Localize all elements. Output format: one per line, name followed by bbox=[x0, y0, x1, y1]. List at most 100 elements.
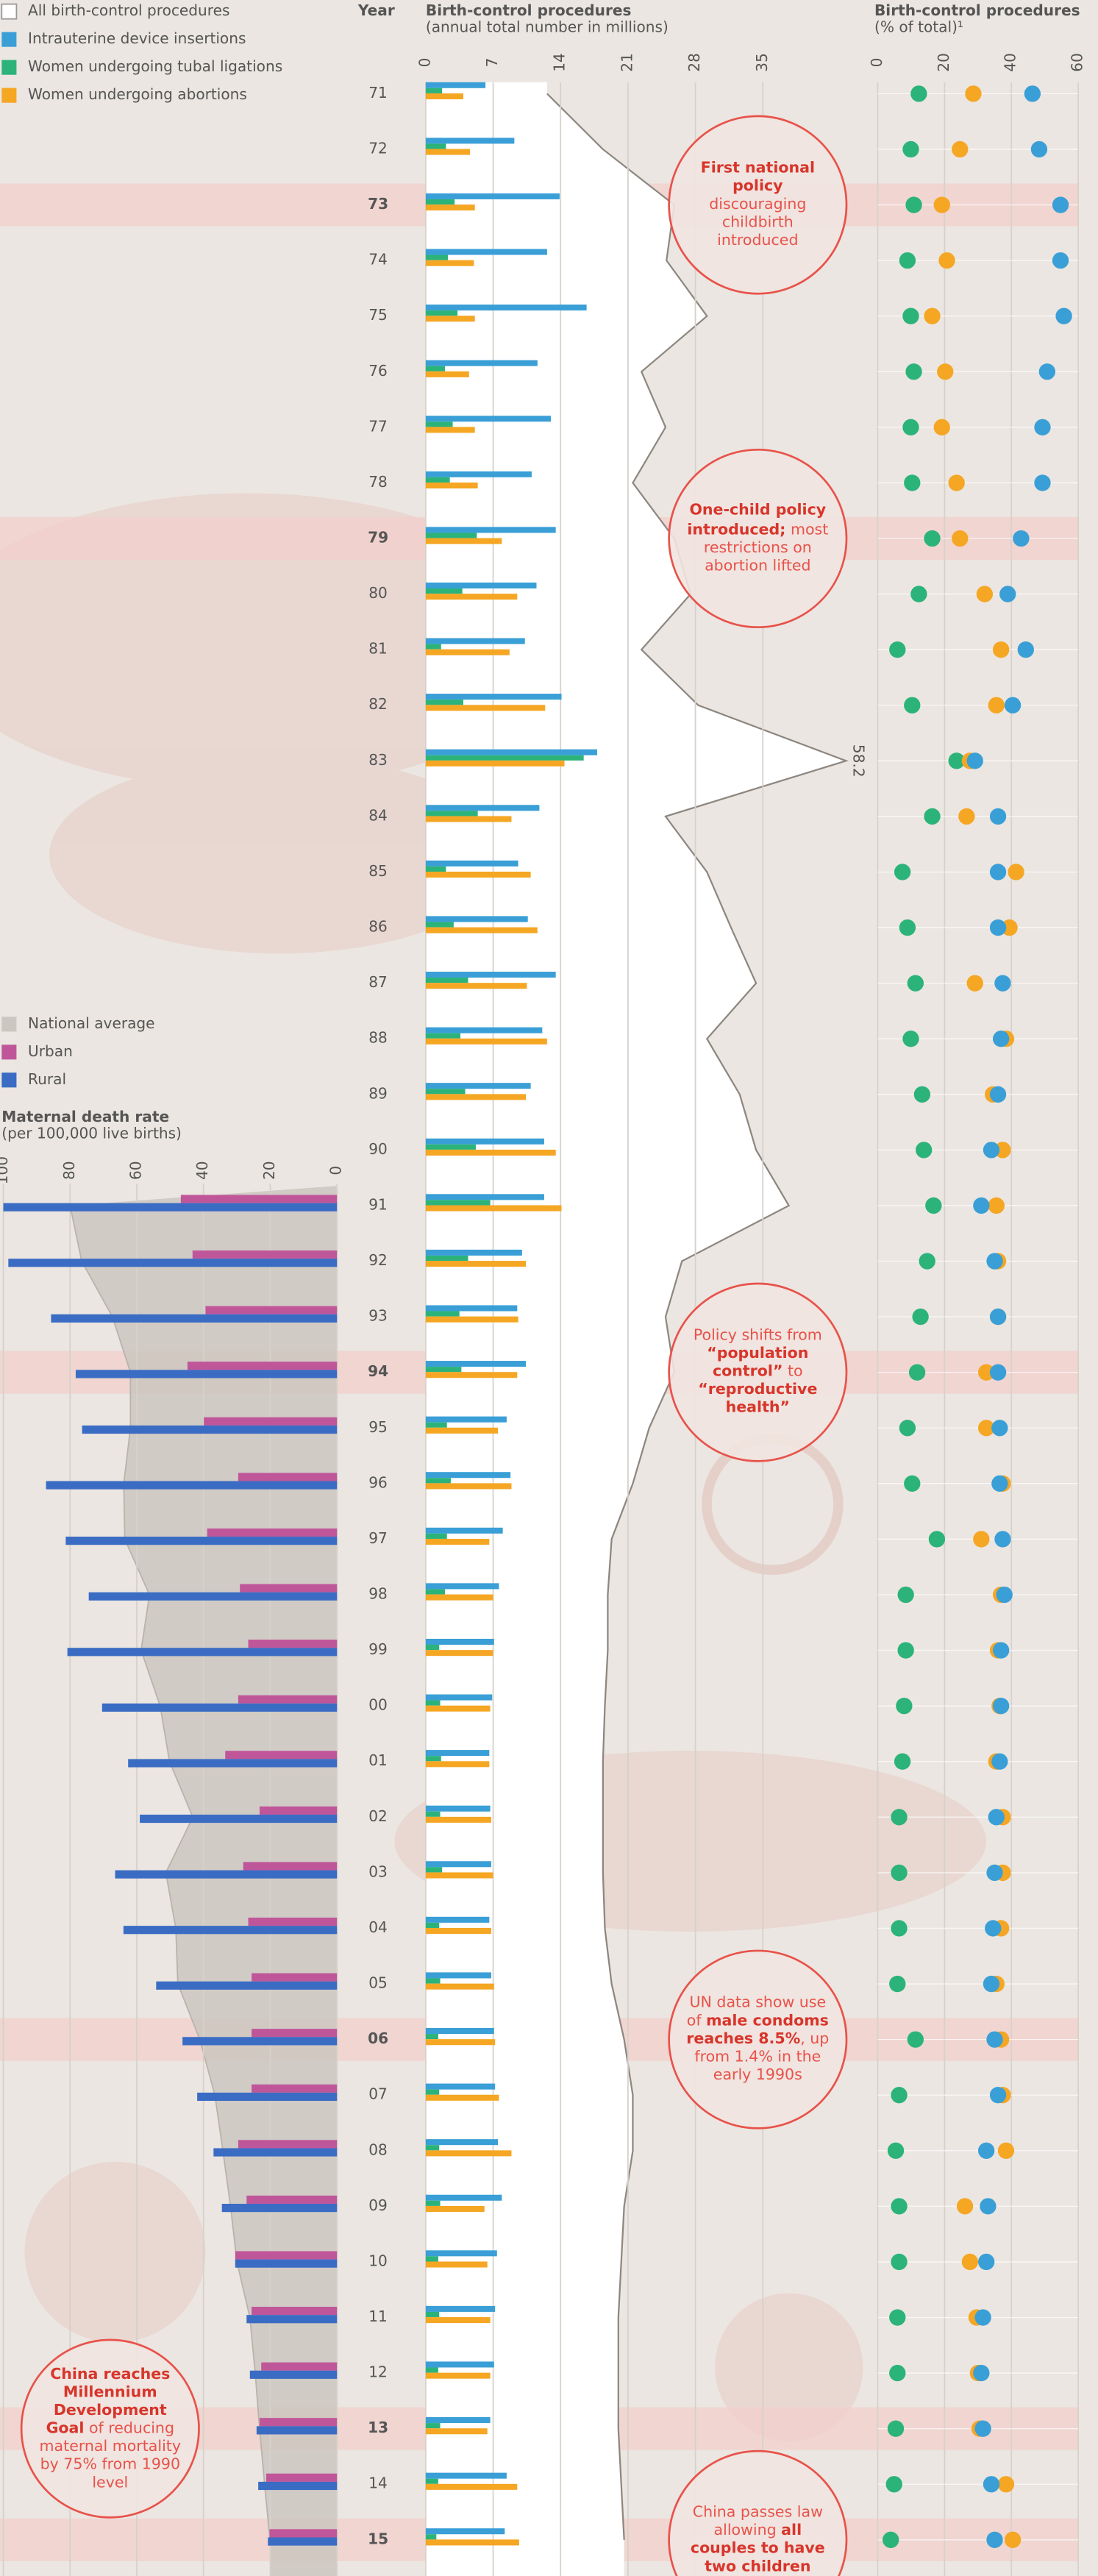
dot bbox=[924, 808, 940, 825]
bar bbox=[426, 366, 445, 371]
bar bbox=[426, 594, 517, 599]
x-tick-label: 80 bbox=[60, 1161, 78, 1180]
bar bbox=[188, 1362, 337, 1370]
bar bbox=[426, 1923, 439, 1928]
dot bbox=[962, 2254, 978, 2270]
x-tick-label: 60 bbox=[127, 1161, 145, 1180]
bar bbox=[426, 533, 477, 538]
dot bbox=[937, 363, 953, 380]
bar bbox=[51, 1314, 337, 1323]
year-label: 07 bbox=[368, 2085, 388, 2103]
chart-subtitle: (annual total number in millions) bbox=[426, 18, 669, 35]
annotation-part: “reproductive health” bbox=[698, 1381, 817, 1417]
bar bbox=[426, 2195, 502, 2201]
dot bbox=[909, 1365, 925, 1381]
bar bbox=[426, 1317, 518, 1323]
chart-subtitle: (per 100,000 live births) bbox=[1, 1125, 182, 1142]
bar bbox=[426, 694, 562, 700]
dot bbox=[990, 919, 1006, 936]
bar bbox=[426, 761, 565, 766]
dot bbox=[904, 1476, 920, 1492]
dot bbox=[929, 1531, 945, 1547]
bar bbox=[193, 1250, 337, 1259]
bar bbox=[426, 2139, 498, 2145]
bar bbox=[426, 928, 538, 933]
bar bbox=[426, 416, 551, 421]
dot bbox=[983, 1976, 999, 1992]
bar bbox=[426, 1428, 498, 1434]
dot bbox=[993, 1698, 1009, 1714]
annotation-text: Policy shifts from “population control” … bbox=[682, 1297, 834, 1448]
chart-title: Birth-control procedures bbox=[426, 1, 632, 19]
bar bbox=[426, 1361, 526, 1367]
bar bbox=[8, 1259, 337, 1267]
dot bbox=[891, 2254, 907, 2270]
chart-title: Birth-control procedures bbox=[874, 1, 1080, 19]
dot bbox=[986, 1865, 1002, 1881]
dot bbox=[1031, 141, 1047, 157]
year-label: 15 bbox=[368, 2530, 388, 2547]
bar bbox=[426, 2150, 512, 2156]
bar bbox=[65, 1537, 337, 1545]
bar bbox=[426, 2312, 439, 2317]
bar bbox=[426, 1250, 522, 1256]
year-label: 96 bbox=[368, 1473, 388, 1491]
year-label: 78 bbox=[368, 473, 388, 491]
dot bbox=[998, 2476, 1014, 2492]
bar bbox=[426, 650, 510, 655]
bar bbox=[426, 88, 442, 93]
bar bbox=[260, 1807, 337, 1815]
bar bbox=[426, 1750, 489, 1756]
bar bbox=[261, 2363, 337, 2371]
dot bbox=[899, 1420, 916, 1436]
bar bbox=[128, 1759, 337, 1767]
year-label: 01 bbox=[368, 1751, 388, 1769]
dot bbox=[905, 196, 921, 213]
dot bbox=[908, 2031, 924, 2047]
annotation-text: One-child policy introduced; most restri… bbox=[682, 463, 834, 614]
bar bbox=[205, 1306, 337, 1314]
year-label: 93 bbox=[368, 1307, 388, 1325]
dot bbox=[897, 1587, 913, 1603]
year-label: 73 bbox=[368, 195, 388, 213]
dot bbox=[974, 2421, 991, 2437]
annotation: One-child policy introduced; most restri… bbox=[682, 463, 834, 614]
bar bbox=[426, 2417, 491, 2423]
bar bbox=[250, 2371, 337, 2379]
bar bbox=[102, 1704, 337, 1712]
bar bbox=[246, 2196, 337, 2204]
dot bbox=[899, 252, 916, 268]
bar bbox=[89, 1593, 338, 1601]
dot bbox=[990, 1309, 1006, 1325]
year-label: 97 bbox=[368, 1529, 388, 1547]
year-label: 06 bbox=[368, 2029, 388, 2047]
x-tick-label: 0 bbox=[868, 58, 885, 68]
legend-swatch bbox=[1, 1072, 16, 1087]
bar bbox=[426, 2201, 441, 2206]
annotation-part: China passes law allowing bbox=[693, 2504, 823, 2540]
legend-label: National average bbox=[28, 1014, 155, 1032]
bar bbox=[252, 2307, 337, 2315]
dot bbox=[908, 975, 924, 991]
dot bbox=[986, 2532, 1002, 2548]
dot bbox=[990, 864, 1006, 880]
year-label: 14 bbox=[368, 2474, 388, 2492]
dot bbox=[988, 697, 1005, 714]
annotation-text: UN data show use of male condoms reaches… bbox=[682, 1964, 834, 2116]
infographic: YearBirth-control procedures(annual tota… bbox=[0, 0, 1098, 2576]
bar bbox=[426, 638, 525, 644]
x-tick-label: 60 bbox=[1069, 53, 1086, 72]
annotation-part: First national policy bbox=[701, 160, 815, 196]
dot bbox=[985, 1920, 1001, 1936]
year-label: 77 bbox=[368, 417, 388, 435]
dot bbox=[888, 2143, 904, 2159]
dot bbox=[999, 586, 1016, 602]
bar bbox=[426, 816, 512, 822]
bar bbox=[426, 1150, 556, 1156]
bar bbox=[426, 2368, 438, 2373]
bar bbox=[4, 1203, 338, 1211]
chart-subtitle: (% of total)¹ bbox=[874, 18, 963, 35]
dot bbox=[889, 2365, 905, 2381]
bar bbox=[426, 2039, 495, 2045]
dot bbox=[1052, 196, 1069, 213]
